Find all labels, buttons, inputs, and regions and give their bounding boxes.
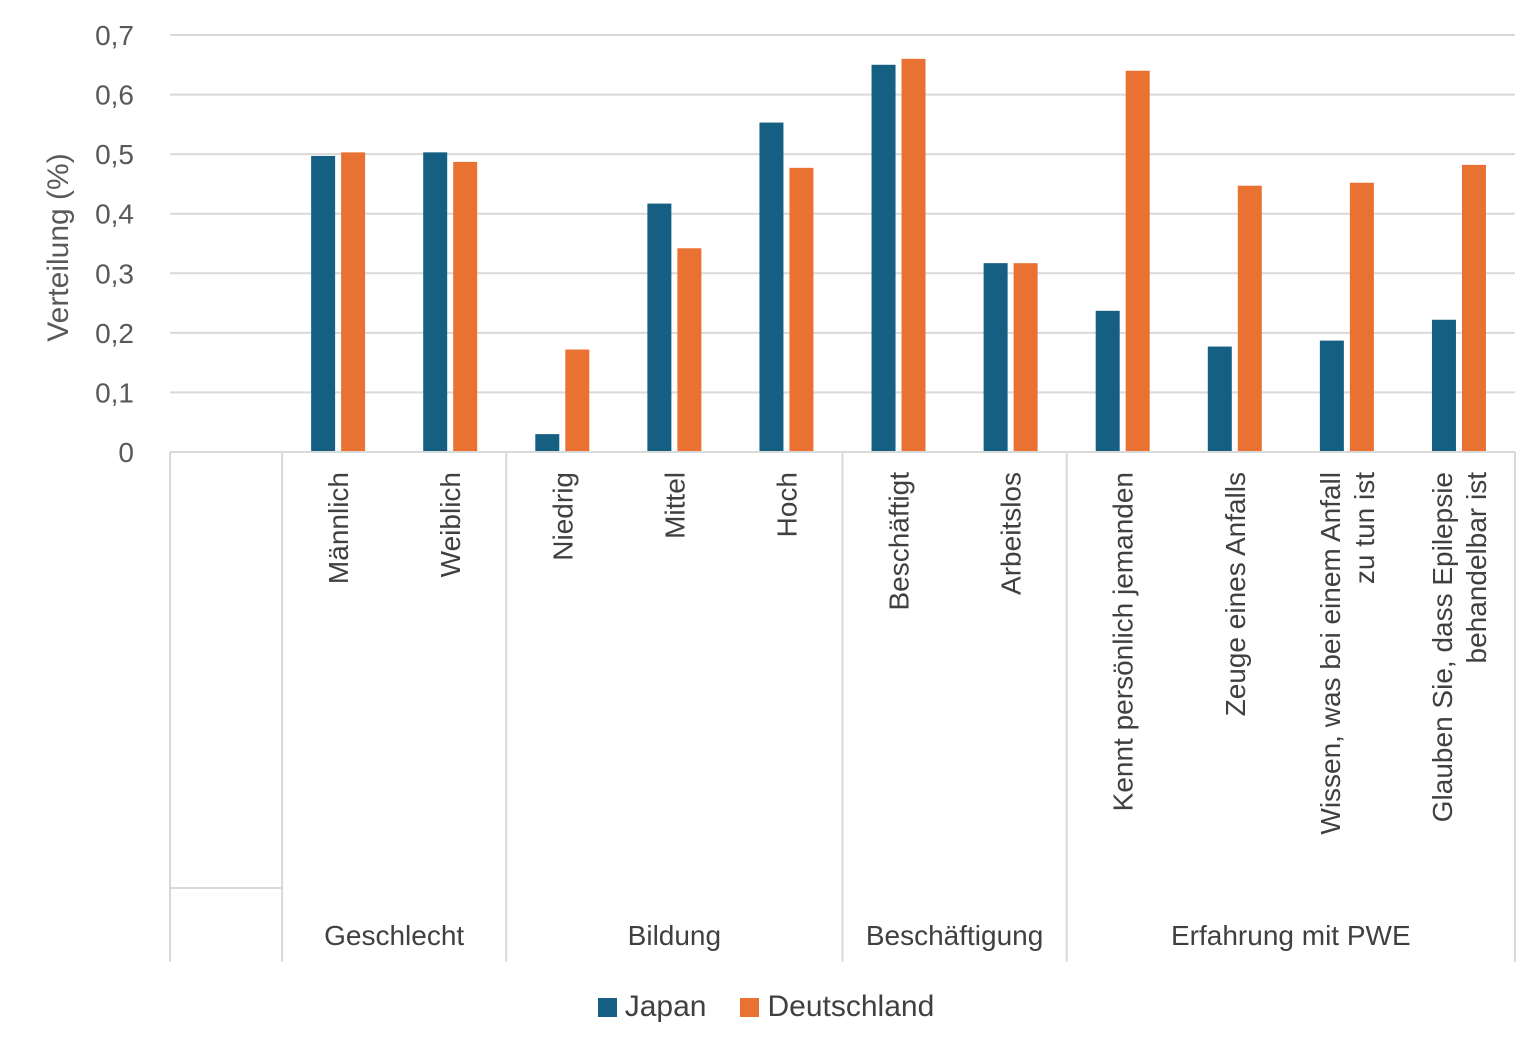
group-label: Geschlecht [324, 920, 464, 951]
group-label: Bildung [628, 920, 721, 951]
y-tick-label: 0 [118, 437, 134, 468]
x-tick-label: zu tun ist [1349, 472, 1380, 584]
x-tick-label: Niedrig [547, 472, 578, 561]
y-tick-label: 0,6 [95, 80, 134, 111]
bar-japan [1207, 346, 1232, 452]
x-tick-label: Arbeitslos [996, 472, 1027, 595]
bar-japan [983, 263, 1008, 452]
bar-chart: 0 0,1 0,2 0,3 0,4 0,5 0,6 0,7 Verteilung (%) Gesc… [42, 20, 1516, 962]
x-tick-label: Wissen, was bei einem Anfall [1315, 472, 1346, 835]
bar-japan [311, 155, 336, 452]
x-tick-label: Kennt persönlich jemanden [1108, 472, 1139, 811]
x-tick-label: Hoch [771, 472, 802, 537]
legend-item-japan: Japan [597, 990, 707, 1024]
bar-japan [535, 434, 560, 452]
y-tick-label: 0,5 [95, 139, 134, 170]
bar-germany [453, 161, 478, 452]
legend-label-germany: Deutschland [767, 990, 935, 1023]
bar-germany [1125, 70, 1150, 452]
bar-japan [1095, 310, 1120, 452]
legend: Japan Deutschland [0, 990, 1532, 1024]
bar-germany [1461, 164, 1486, 452]
x-tick-label: behandelbar ist [1461, 472, 1492, 664]
legend-item-germany: Deutschland [740, 990, 934, 1024]
group-label: Beschäftigung [866, 920, 1043, 951]
y-axis-label: Verteilung (%) [42, 153, 75, 341]
bar-japan [871, 64, 896, 453]
y-tick-label: 0,7 [95, 20, 134, 51]
legend-swatch-japan [597, 997, 617, 1017]
legend-label-japan: Japan [624, 990, 707, 1023]
bar-germany [1013, 263, 1038, 452]
bar-germany [677, 248, 702, 452]
x-tick-label: Glauben Sie, dass Epilepsie [1427, 472, 1458, 822]
bar-germany [341, 152, 366, 452]
bar-japan [423, 152, 448, 452]
bar-japan [1319, 340, 1344, 452]
x-tick-label: Mittel [659, 472, 690, 539]
bar-germany [565, 349, 590, 452]
x-tick-label: Zeuge eines Anfalls [1220, 472, 1251, 716]
bar-japan [647, 203, 672, 452]
legend-swatch-germany [740, 997, 760, 1017]
group-label: Erfahrung mit PWE [1171, 920, 1411, 951]
bar-germany [789, 167, 814, 452]
bar-japan [759, 122, 784, 452]
y-tick-label: 0,2 [95, 318, 134, 349]
x-tick-label: Beschäftigt [884, 472, 915, 611]
bar-germany [901, 58, 926, 452]
bar-germany [1237, 185, 1262, 453]
y-tick-label: 0,1 [95, 377, 134, 408]
bar-germany [1349, 182, 1374, 453]
x-tick-label: Männlich [323, 472, 354, 584]
x-tick-label: Weiblich [435, 472, 466, 577]
y-tick-label: 0,3 [95, 258, 134, 289]
y-tick-label: 0,4 [95, 199, 134, 230]
bar-japan [1431, 319, 1456, 452]
